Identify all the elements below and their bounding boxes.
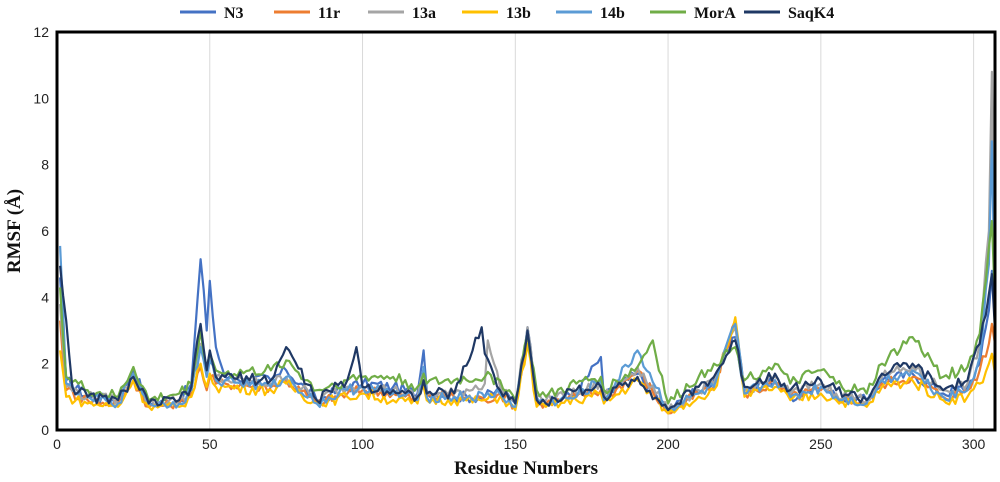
- y-tick-label: 4: [41, 289, 49, 305]
- series-line-saqk4: [59, 265, 997, 412]
- x-tick-label: 200: [656, 436, 680, 452]
- x-axis-ticks: 0 50 100 150 200 250 300: [53, 436, 985, 452]
- x-tick-label: 0: [53, 436, 61, 452]
- plot-area-frame: [55, 30, 997, 432]
- y-tick-label: 12: [33, 24, 49, 40]
- legend-label-n3: N3: [224, 5, 244, 22]
- legend-label-mora: MorA: [694, 5, 736, 22]
- y-axis-ticks: 0 2 4 6 8 10 12: [33, 24, 49, 438]
- grid-lines: [209, 32, 975, 430]
- legend: N3 11r 13a 13b 14b MorA SaqK4: [180, 5, 834, 22]
- legend-label-13b: 13b: [506, 5, 531, 22]
- y-tick-label: 10: [33, 90, 49, 106]
- series-line-13b: [59, 316, 997, 415]
- legend-label-14b: 14b: [600, 5, 625, 22]
- series-lines: [59, 70, 997, 415]
- x-tick-label: 50: [202, 436, 218, 452]
- x-tick-label: 150: [504, 436, 528, 452]
- legend-label-11r: 11r: [318, 5, 340, 22]
- legend-label-saqk4: SaqK4: [788, 5, 834, 22]
- y-tick-label: 0: [41, 422, 49, 438]
- y-tick-label: 2: [41, 356, 49, 372]
- y-tick-label: 6: [41, 223, 49, 239]
- x-axis-title: Residue Numbers: [454, 458, 598, 479]
- x-tick-label: 100: [351, 436, 375, 452]
- x-tick-label: 300: [962, 436, 986, 452]
- legend-label-13a: 13a: [412, 5, 436, 22]
- x-tick-label: 250: [809, 436, 833, 452]
- y-axis-title: RMSF (Å): [4, 189, 25, 273]
- y-tick-label: 8: [41, 157, 49, 173]
